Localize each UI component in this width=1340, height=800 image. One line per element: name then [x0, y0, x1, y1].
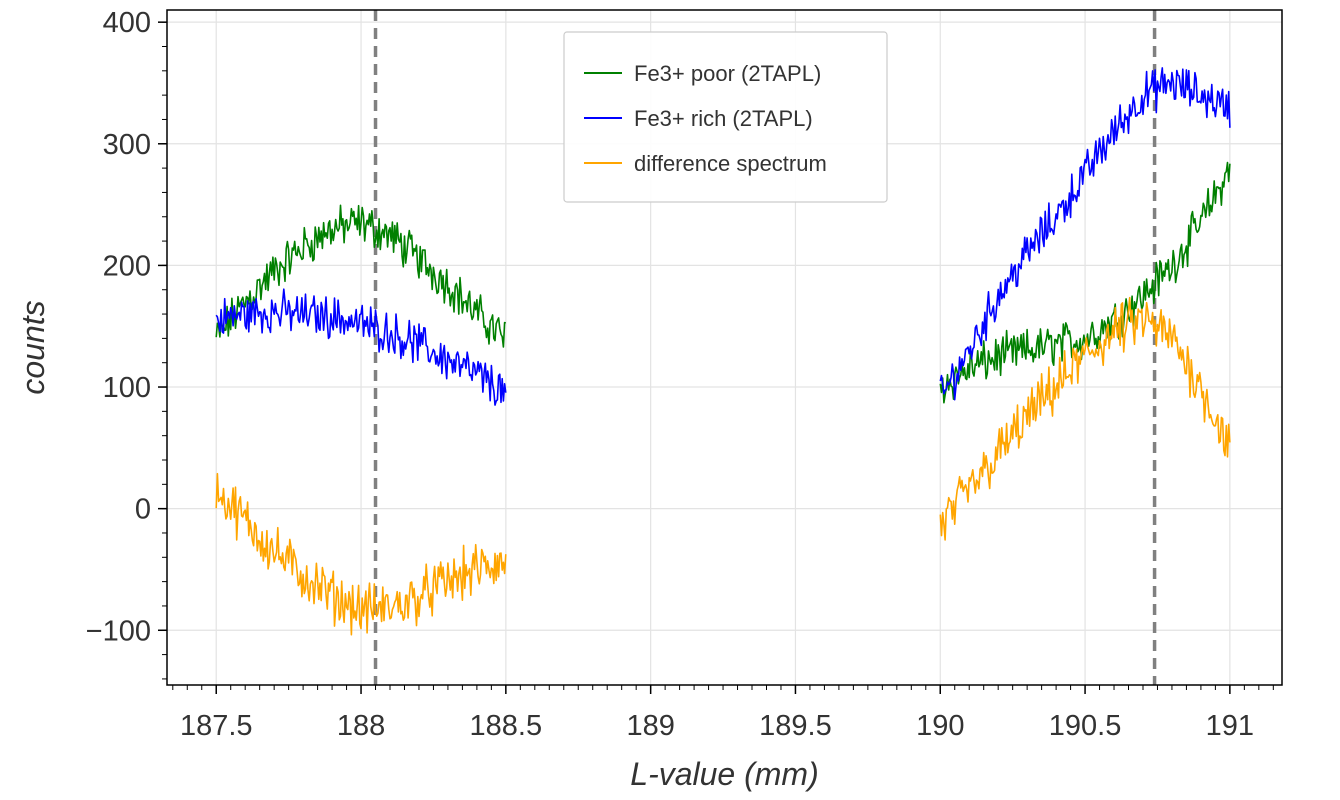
- x-tick-label: 188.5: [470, 710, 543, 742]
- axis-ticks: 187.5 188 188.5 189 189.5 190 190.5 191 −100 0 100…: [86, 7, 1274, 742]
- series-line: [215, 288, 507, 406]
- series-group: [215, 67, 1231, 636]
- x-tick-label: 189.5: [759, 710, 832, 742]
- x-tick-label: 188: [337, 710, 385, 742]
- x-axis-title: L-value (mm): [630, 756, 818, 792]
- series-line: [215, 204, 506, 348]
- x-tick-label: 190.5: [1049, 710, 1122, 742]
- series-difference-spectrum: [215, 296, 1231, 636]
- y-tick-label: −100: [86, 615, 151, 647]
- reference-lines: [373, 10, 1157, 685]
- x-tick-label: 191: [1206, 710, 1254, 742]
- y-tick-label: 0: [135, 494, 151, 526]
- x-tick-label: 189: [626, 710, 674, 742]
- x-tick-label: 190: [916, 710, 964, 742]
- series-line: [215, 472, 507, 636]
- y-tick-label: 300: [103, 129, 151, 161]
- legend-label: difference spectrum: [634, 151, 827, 176]
- y-tick-label: 200: [103, 250, 151, 282]
- series-line: [939, 296, 1231, 541]
- legend-label: Fe3+ rich (2TAPL): [634, 106, 813, 131]
- plot-frame: [166, 9, 1283, 686]
- legend: Fe3+ poor (2TAPL) Fe3+ rich (2TAPL) differ…: [563, 31, 888, 203]
- y-tick-label: 400: [103, 7, 151, 39]
- y-tick-label: 100: [103, 372, 151, 404]
- series-line: [939, 67, 1231, 401]
- y-axis-title: counts: [15, 300, 51, 394]
- legend-label: Fe3+ poor (2TAPL): [634, 61, 821, 86]
- x-tick-label: 187.5: [180, 710, 253, 742]
- series-fe3-rich-2tapl-: [215, 67, 1231, 406]
- legend-box: [563, 31, 888, 203]
